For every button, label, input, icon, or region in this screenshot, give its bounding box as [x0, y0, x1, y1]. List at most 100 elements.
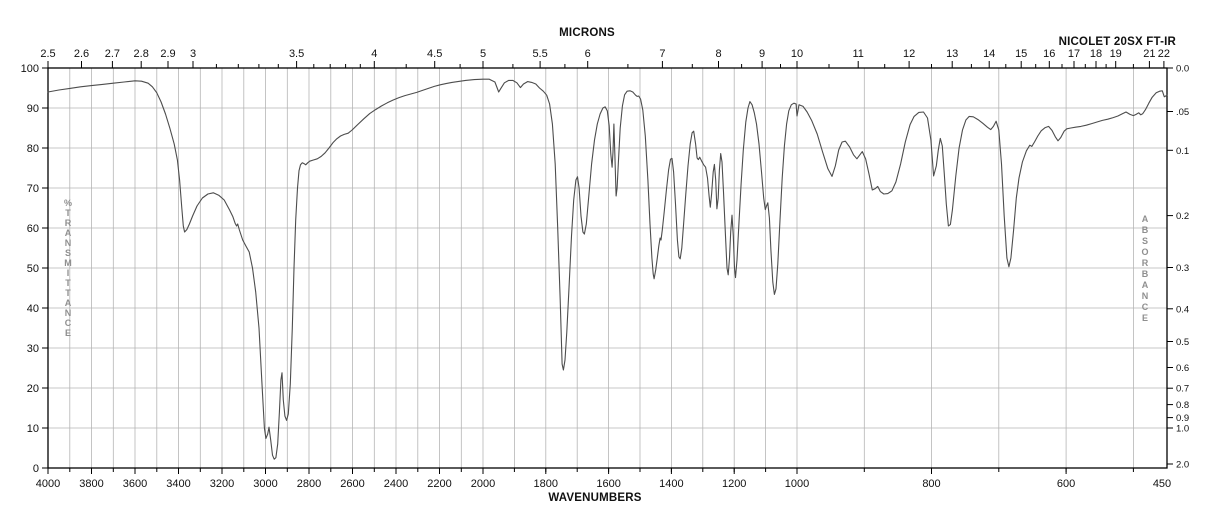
wavenumber-tick-label: 800: [922, 478, 940, 490]
micron-tick-label: 14: [983, 48, 995, 60]
micron-tick-label: 22: [1158, 48, 1170, 60]
transmittance-tick-label: 30: [27, 343, 39, 355]
wavenumber-tick-label: 2600: [340, 478, 364, 490]
micron-tick-label: 4.5: [427, 48, 442, 60]
transmittance-tick-label: 20: [27, 383, 39, 395]
svg-text:C: C: [65, 318, 72, 328]
wavenumber-tick-label: 1000: [785, 478, 809, 490]
wavenumber-tick-label: 1600: [596, 478, 620, 490]
wavenumber-tick-label: 4000: [36, 478, 60, 490]
absorbance-tick-label: 0.5: [1176, 337, 1189, 348]
micron-tick-label: 12: [903, 48, 915, 60]
svg-text:R: R: [65, 218, 72, 228]
svg-text:E: E: [1142, 313, 1148, 323]
spectrum-curve: [47, 78, 1168, 460]
wavenumber-tick-label: 1200: [722, 478, 746, 490]
wavenumber-tick-label: 1400: [659, 478, 683, 490]
absorbance-tick-label: 0.7: [1176, 384, 1189, 395]
svg-text:B: B: [1142, 225, 1149, 235]
svg-text:T: T: [65, 278, 71, 288]
microns-axis-ticks: 2.5 2.6 2.7 2.8 2.9 3 3.5 4 4.5 5 5.5 6 7 8 9 10 11 12 13 1…: [40, 48, 1170, 68]
wavenumber-tick-label: 3400: [166, 478, 190, 490]
wavenumber-tick-label: 3800: [79, 478, 103, 490]
svg-text:R: R: [1142, 258, 1149, 268]
wavenumber-tick-label: 2200: [427, 478, 451, 490]
micron-tick-label: 7: [659, 48, 665, 60]
micron-tick-label: 16: [1043, 48, 1055, 60]
micron-tick-label: 15: [1015, 48, 1027, 60]
absorbance-tick-label: 0.4: [1176, 304, 1189, 315]
absorbance-tick-label: 0.6: [1176, 363, 1189, 374]
svg-text:N: N: [65, 308, 72, 318]
wavenumber-tick-label: 3600: [123, 478, 147, 490]
svg-text:E: E: [65, 328, 71, 338]
micron-tick-label: 2.7: [105, 48, 120, 60]
transmittance-tick-label: 70: [27, 183, 39, 195]
svg-text:B: B: [1142, 269, 1149, 279]
svg-text:A: A: [1142, 280, 1149, 290]
absorbance-tick-label: 0.9: [1176, 413, 1189, 424]
svg-text:C: C: [1142, 302, 1149, 312]
svg-text:N: N: [1142, 291, 1149, 301]
svg-text:A: A: [65, 298, 72, 308]
grid: [48, 68, 1167, 468]
absorbance-tick-label: 0.3: [1176, 263, 1189, 274]
transmittance-tick-label: 60: [27, 223, 39, 235]
svg-text:A: A: [1142, 214, 1149, 224]
wavenumber-end-label: 450: [1153, 478, 1171, 490]
micron-tick-label: 2.8: [134, 48, 149, 60]
micron-tick-label: 13: [946, 48, 958, 60]
wavenumber-tick-label: 1800: [534, 478, 558, 490]
micron-tick-label: 19: [1110, 48, 1122, 60]
svg-text:T: T: [65, 208, 71, 218]
micron-tick-label: 2.9: [160, 48, 175, 60]
wavenumber-tick-label: 2000: [471, 478, 495, 490]
svg-text:A: A: [65, 228, 72, 238]
transmittance-tick-label: 0: [33, 463, 39, 475]
svg-text:S: S: [65, 248, 71, 258]
absorbance-tick-label: 0.2: [1176, 211, 1189, 222]
svg-text:%: %: [64, 198, 72, 208]
micron-tick-label: 8: [715, 48, 721, 60]
svg-text:O: O: [1141, 247, 1148, 257]
svg-text:M: M: [64, 258, 72, 268]
absorbance-tick-label: 0.8: [1176, 400, 1189, 411]
instrument-label: NICOLET 20SX FT-IR: [1058, 36, 1176, 48]
svg-text:S: S: [1142, 236, 1148, 246]
svg-text:I: I: [67, 268, 70, 278]
transmittance-tick-label: 50: [27, 263, 39, 275]
micron-tick-label: 5: [480, 48, 486, 60]
absorbance-tick-label: 0.1: [1176, 146, 1189, 157]
micron-tick-label: 2.5: [40, 48, 55, 60]
svg-text:N: N: [65, 238, 72, 248]
micron-tick-label: 9: [759, 48, 765, 60]
micron-tick-label: 5.5: [532, 48, 547, 60]
micron-tick-label: 3.5: [289, 48, 304, 60]
wavenumber-tick-label: 600: [1057, 478, 1075, 490]
wavenumber-tick-label: 3200: [210, 478, 234, 490]
absorbance-tick-label: 1.0: [1176, 424, 1189, 435]
absorbance-axis-ticks: 0.0 .05 0.1 0.2 0.3 0.4 0.5 0.6 0.7 0.8 0.91.0 2.0: [1167, 64, 1189, 471]
micron-tick-label: 21: [1143, 48, 1155, 60]
svg-text:T: T: [65, 288, 71, 298]
transmittance-tick-label: 90: [27, 103, 39, 115]
transmittance-tick-label: 40: [27, 303, 39, 315]
micron-tick-label: 17: [1068, 48, 1080, 60]
transmittance-tick-label: 100: [21, 63, 39, 75]
micron-tick-label: 11: [852, 48, 863, 60]
micron-tick-label: 10: [791, 48, 803, 60]
microns-axis-title: MICRONS: [559, 27, 615, 39]
wavenumber-tick-label: 2400: [384, 478, 408, 490]
micron-tick-label: 4: [371, 48, 377, 60]
wavenumber-tick-label: 2800: [297, 478, 321, 490]
transmittance-tick-label: 10: [27, 423, 39, 435]
transmittance-tick-label: 80: [27, 143, 39, 155]
micron-tick-label: 18: [1090, 48, 1102, 60]
wavenumber-tick-label: 3000: [253, 478, 277, 490]
micron-tick-label: 2.6: [74, 48, 89, 60]
